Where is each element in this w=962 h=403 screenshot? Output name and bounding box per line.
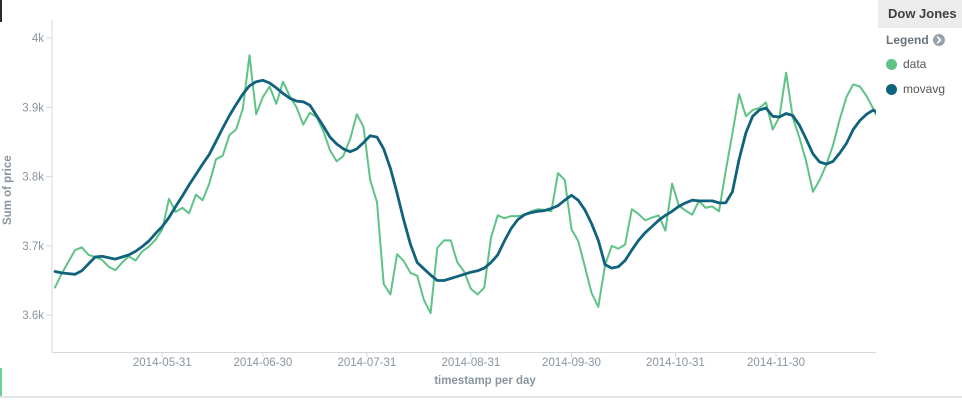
legend-item-label: movavg <box>903 82 946 96</box>
legend-toggle[interactable]: Legend <box>886 33 962 47</box>
legend-label: Legend <box>886 33 929 47</box>
legend-panel: Dow Jones Legend data movavg <box>876 0 962 403</box>
bottom-divider <box>0 396 962 398</box>
screen-edge-artifact-green <box>0 368 2 396</box>
y-tick-label: 3.8k <box>22 172 44 184</box>
x-axis-title: timestamp per day <box>434 375 536 387</box>
legend-items-list: data movavg <box>886 55 962 98</box>
x-tick-label: 2014-11-30 <box>747 357 805 369</box>
y-tick-label: 3.7k <box>22 241 44 253</box>
legend-color-dot <box>886 58 897 70</box>
y-tick-label: 3.9k <box>22 102 44 114</box>
x-tick-label: 2014-07-31 <box>337 357 396 369</box>
x-tick-label: 2014-05-31 <box>133 357 192 369</box>
y-axis-title: Sum of price <box>2 155 14 225</box>
legend-color-dot <box>886 83 897 95</box>
legend-item-movavg[interactable]: movavg <box>886 80 962 98</box>
y-tick-label: 4k <box>32 33 44 45</box>
series-line-movavg <box>53 78 882 282</box>
screen-edge-artifact-dark <box>0 0 2 22</box>
x-tick-label: 2014-08-31 <box>441 357 500 369</box>
x-tick-label: 2014-06-30 <box>234 357 293 369</box>
legend-item-label: data <box>903 57 927 71</box>
x-tick-label: 2014-09-30 <box>542 357 601 369</box>
x-tick-label: 2014-10-31 <box>646 357 705 369</box>
series-line-data <box>54 54 881 315</box>
legend-item-data[interactable]: data <box>886 55 962 73</box>
y-tick-label: 3.6k <box>22 310 44 322</box>
vis-title: Dow Jones <box>878 0 962 28</box>
legend-collapse-icon[interactable] <box>932 34 945 46</box>
